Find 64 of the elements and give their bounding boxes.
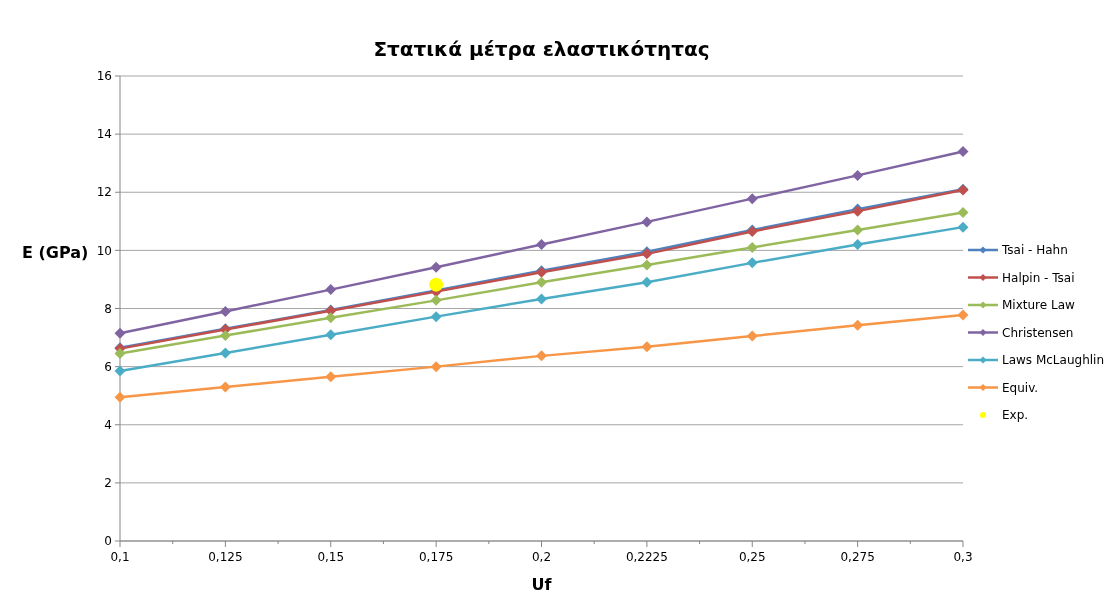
point <box>957 221 969 233</box>
point <box>219 330 231 342</box>
y-tick-label: 10 <box>96 243 112 258</box>
point <box>852 239 864 251</box>
legend-label: Tsai - Hahn <box>1001 243 1068 258</box>
point <box>219 381 231 393</box>
point <box>325 329 337 341</box>
point <box>536 276 547 288</box>
point <box>852 169 864 181</box>
x-tick-label: 0,2225 <box>625 550 668 564</box>
x-tick-label: 0,3 <box>953 550 973 564</box>
point <box>536 293 547 305</box>
point <box>430 294 442 306</box>
y-tick-label: 4 <box>104 417 112 432</box>
point <box>746 330 758 342</box>
x-tick-label: 0,1 <box>110 550 130 564</box>
point <box>114 327 126 339</box>
point <box>852 224 864 236</box>
point <box>746 241 758 253</box>
point <box>957 146 969 158</box>
point <box>325 312 337 324</box>
y-tick-label: 14 <box>96 127 112 142</box>
point <box>114 391 126 403</box>
x-tick-label: 0,175 <box>418 550 454 564</box>
point <box>641 259 653 271</box>
y-axis-title: E (GPa) <box>22 243 89 262</box>
x-tick-label: 0,25 <box>738 550 766 564</box>
x-axis-title: Uf <box>531 575 553 594</box>
point <box>641 341 653 353</box>
point <box>114 365 126 377</box>
x-tick-label: 0,15 <box>317 550 345 564</box>
point <box>746 193 758 205</box>
point <box>430 361 442 373</box>
y-tick-label: 2 <box>104 476 112 491</box>
legend-label: Mixture Law <box>1002 298 1076 313</box>
x-tick-label: 0,275 <box>840 550 875 564</box>
chart-title: Στατικά μέτρα ελαστικότητας <box>373 37 710 61</box>
point <box>219 347 231 359</box>
point <box>641 216 653 228</box>
point <box>430 311 442 323</box>
point <box>852 319 864 331</box>
y-tick-label: 8 <box>104 301 112 316</box>
point <box>114 348 126 360</box>
legend-label: Laws McLaughlin <box>1002 353 1105 368</box>
y-tick-label: 12 <box>96 185 112 200</box>
point <box>641 276 653 288</box>
point <box>219 305 231 317</box>
point <box>325 284 337 296</box>
point <box>957 207 969 219</box>
x-tick-label: 0,2 <box>531 550 552 564</box>
point <box>430 261 442 273</box>
x-tick-label: 0,125 <box>208 550 243 564</box>
point <box>536 350 547 362</box>
legend-label: Halpin - Tsai <box>1002 270 1075 285</box>
point <box>957 309 969 321</box>
legend-label: Equiv. <box>1002 380 1039 395</box>
point <box>746 257 758 269</box>
y-tick-label: 16 <box>96 69 112 84</box>
y-tick-label: 6 <box>104 359 112 374</box>
point <box>536 239 547 251</box>
legend-label: Exp. <box>1002 408 1029 423</box>
point <box>325 371 337 383</box>
y-tick-label: 0 <box>104 534 112 549</box>
legend-label: Christensen <box>1002 325 1074 340</box>
